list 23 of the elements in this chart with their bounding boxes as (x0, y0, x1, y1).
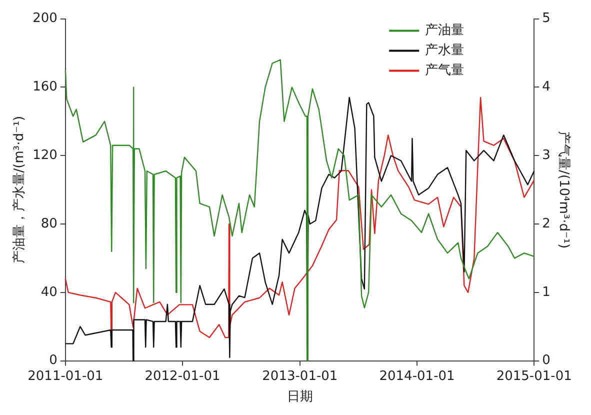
legend-label: 产水量 (425, 43, 464, 58)
y-tick-label: 40 (40, 284, 58, 300)
y2-tick-label: 1 (542, 284, 550, 300)
y-tick-label: 160 (32, 80, 58, 95)
y2-tick-label: 4 (542, 80, 550, 95)
y-tick-label: 0 (49, 353, 58, 368)
x-axis-title: 日期 (286, 390, 313, 405)
y-tick-label: 120 (32, 148, 58, 163)
x-tick-label: 2011-01-01 (28, 368, 104, 384)
y-tick-label: 80 (40, 216, 58, 232)
y-axis-title: 产油量，产水量/(m³·d⁻¹) (12, 116, 28, 264)
y2-axis-title: 产气量/(10⁴m³·d⁻¹) (556, 130, 571, 249)
y2-tick-label: 5 (542, 11, 550, 26)
legend-label: 产气量 (425, 63, 464, 78)
x-tick-label: 2013-01-01 (262, 368, 338, 384)
x-tick-label: 2012-01-01 (144, 368, 220, 384)
x-tick-label: 2014-01-01 (379, 368, 455, 384)
legend-label: 产油量 (425, 23, 464, 38)
y2-tick-label: 3 (542, 148, 550, 163)
y2-tick-label: 0 (542, 353, 550, 368)
y-tick-label: 200 (32, 11, 58, 26)
x-tick-label: 2015-01-01 (496, 368, 572, 384)
y2-tick-label: 2 (542, 216, 550, 232)
